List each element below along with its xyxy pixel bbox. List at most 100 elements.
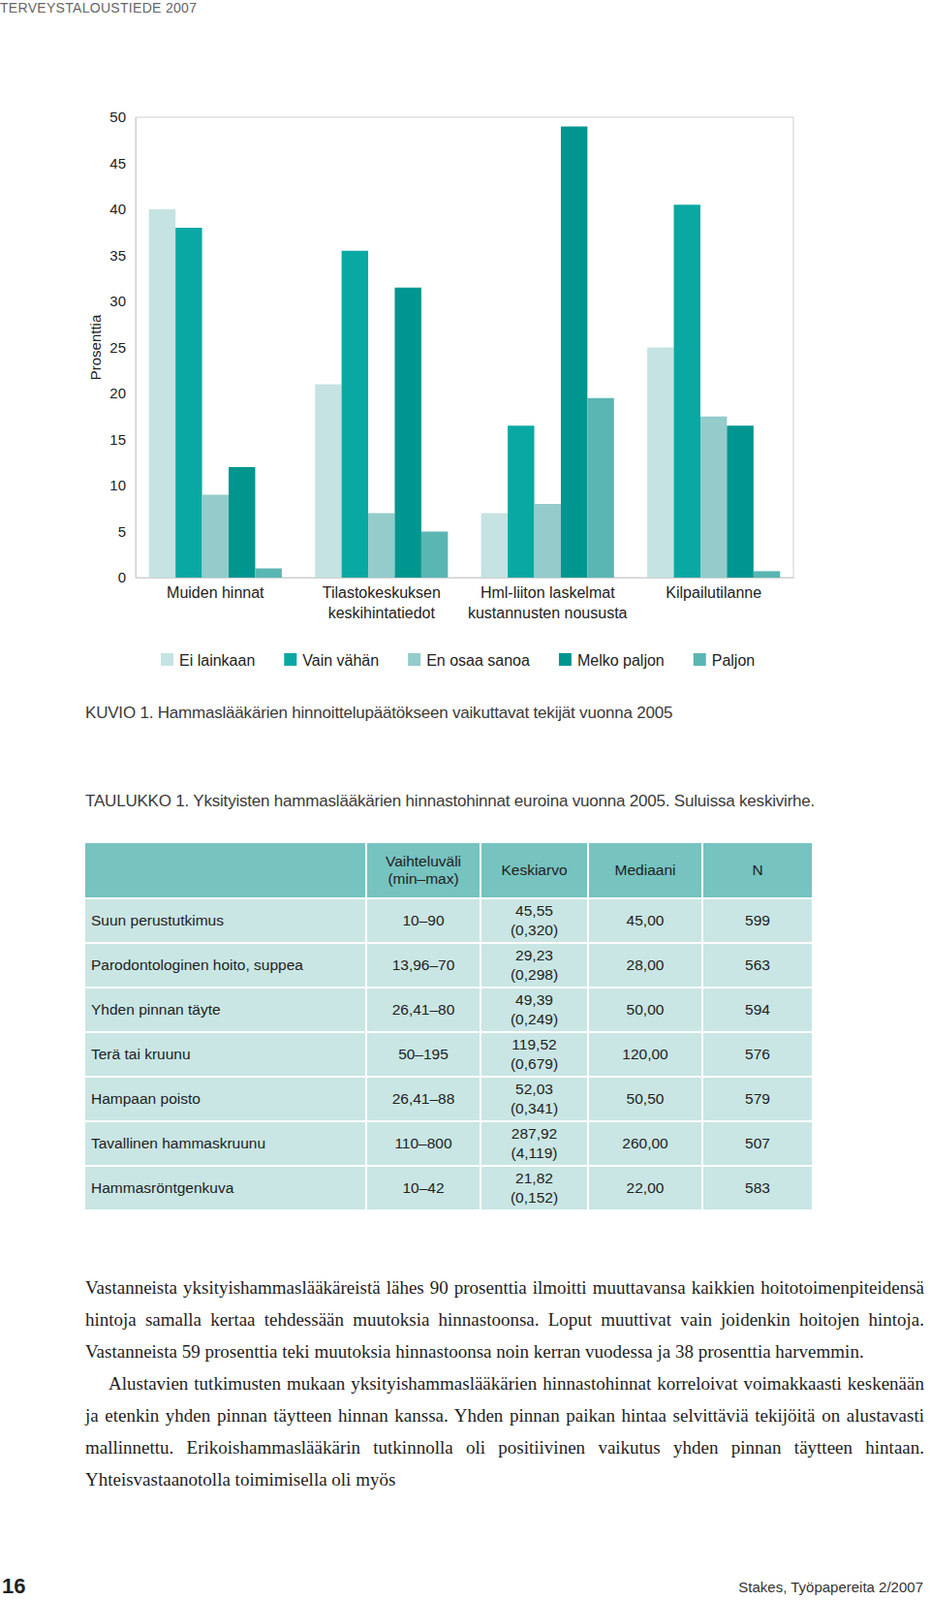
- bar: [700, 416, 727, 578]
- mean: 49,39: [515, 991, 554, 1008]
- legend-label: En osaa sanoa: [426, 651, 530, 669]
- standard-error: (0,298): [510, 965, 558, 983]
- table-cell: 576: [702, 1031, 813, 1077]
- bar: [507, 425, 534, 578]
- page-number: 16: [1, 1573, 26, 1599]
- standard-error: (0,249): [510, 1010, 558, 1027]
- bar: [394, 287, 421, 578]
- mean: 119,52: [511, 1035, 557, 1053]
- bar: [587, 398, 614, 578]
- table-cell: 49,39 (0,249): [480, 987, 589, 1032]
- y-tick: 50: [109, 108, 136, 125]
- table-cell: 50,50: [588, 1076, 703, 1121]
- paragraph: Vastanneista yksityishammaslääkäreistä l…: [85, 1271, 925, 1367]
- table-row: Suun perustutkimus10–9045,55(0,320)45,00…: [84, 898, 813, 943]
- table-cell: 563: [702, 942, 813, 988]
- y-tick-label: 0: [118, 568, 126, 586]
- x-tick-label: Tilastokeskuksenkeskihintatiedot: [322, 584, 441, 621]
- table-cell: Tavallinen hammaskruunu: [84, 1120, 367, 1166]
- table-row: Terä tai kruunu50–195119,52(0,679)120,00…: [84, 1031, 813, 1077]
- bar: [534, 503, 561, 578]
- x-tick-label: Muiden hinnat: [166, 584, 265, 601]
- standard-error: (0,679): [510, 1054, 558, 1072]
- table-row: Parodontologinen hoito, suppea13,96–7029…: [84, 942, 813, 988]
- table-cell: Terä tai kruunu: [84, 1031, 367, 1077]
- table-header-cell: [84, 841, 367, 899]
- bar: [368, 513, 395, 579]
- table-cell: 599: [702, 898, 813, 943]
- y-tick-label: 10: [109, 476, 126, 494]
- table-cell: 21,82(0,152): [480, 1165, 589, 1210]
- table-cell: Parodontologinen hoito, suppea: [84, 942, 367, 988]
- x-tick-label: Hml-liiton laskelmatkustannusten nousust…: [467, 584, 628, 621]
- bar: [341, 250, 369, 578]
- legend-label: Melko paljon: [577, 651, 665, 669]
- x-tick-label: Kilpailutilanne: [665, 584, 762, 601]
- bar: [753, 570, 780, 578]
- table-header-cell: Keskiarvo: [480, 841, 589, 899]
- table-cell: 45,55 (0,320): [480, 898, 589, 943]
- table-header-cell: Mediaani: [588, 841, 703, 899]
- table-cell: 583: [702, 1165, 813, 1210]
- y-tick: 40: [109, 200, 136, 217]
- legend-swatch: [160, 652, 174, 666]
- standard-error: (0,320): [510, 921, 558, 938]
- y-tick-label: 30: [109, 292, 126, 310]
- bar: [674, 204, 701, 578]
- y-tick: 20: [109, 384, 136, 402]
- table-cell: 119,52(0,679): [480, 1031, 589, 1077]
- y-axis-line: [135, 118, 137, 579]
- legend-label: Ei lainkaan: [179, 651, 255, 669]
- bar: [228, 466, 255, 578]
- y-tick-label: 20: [109, 384, 126, 402]
- x-tick: Tilastokeskuksenkeskihintatiedot: [322, 577, 441, 621]
- standard-error: (4,119): [511, 1144, 558, 1161]
- table: Vaihteluväli(min–max)KeskiarvoMediaaniNS…: [83, 840, 814, 1211]
- table-cell: 26,41–80: [366, 987, 481, 1032]
- bar: [202, 495, 229, 579]
- y-tick: 10: [109, 476, 136, 494]
- x-tick: Kilpailutilanne: [665, 577, 762, 601]
- legend-swatch: [283, 652, 297, 666]
- table-cell: 13,96–70: [366, 942, 481, 988]
- legend-item: Ei lainkaan: [160, 651, 255, 669]
- x-tick: Hml-liiton laskelmatkustannusten nousust…: [467, 577, 628, 621]
- bar: [314, 384, 341, 579]
- table-cell: 28,00: [588, 942, 703, 988]
- y-tick-label: 50: [109, 108, 126, 125]
- bar: [560, 126, 588, 579]
- y-tick-label: 40: [109, 200, 126, 217]
- plot-frame: [135, 117, 794, 578]
- chart: 05101520253035404550ProsenttiaMuiden hin…: [0, 0, 930, 688]
- table-cell: 110–800: [366, 1120, 481, 1166]
- legend: Ei lainkaan Vain vähän En osaa sanoa Melko …: [160, 651, 755, 669]
- table-cell: 22,00: [588, 1165, 703, 1210]
- bar: [421, 531, 448, 579]
- x-axis: Muiden hinnat Tilastokeskuksenkeskihintat…: [136, 577, 795, 621]
- legend-item: Vain vähän: [283, 651, 379, 669]
- legend-label: Vain vähän: [302, 651, 379, 669]
- table-caption: TAULUKKO 1. Yksityisten hammaslääkärien …: [85, 791, 815, 811]
- table-cell: 579: [702, 1076, 813, 1121]
- y-tick-label: 15: [109, 431, 126, 448]
- footer-source: Stakes, Työpapereita 2/2007: [738, 1578, 924, 1595]
- bar: [149, 209, 176, 578]
- table-cell: 26,41–88: [366, 1076, 481, 1121]
- legend-item: Paljon: [693, 651, 755, 669]
- table-cell: 10–42: [366, 1165, 481, 1210]
- running-header: TERVEYSTALOUSTIEDE 2007: [0, 0, 197, 16]
- bars: [149, 126, 781, 579]
- mean: 45,55: [515, 901, 554, 919]
- page: TERVEYSTALOUSTIEDE 200705101520253035404…: [0, 0, 930, 1600]
- table-cell: 10–90: [366, 898, 481, 943]
- table-row: Tavallinen hammaskruunu110–800287,92(4,1…: [84, 1120, 813, 1166]
- bar: [254, 568, 281, 579]
- legend-swatch: [558, 652, 572, 666]
- y-tick: 35: [109, 247, 136, 264]
- y-axis: 05101520253035404550: [109, 108, 136, 586]
- table-cell: 120,00: [588, 1031, 703, 1077]
- table-header-cell: Vaihteluväli(min–max): [366, 841, 481, 899]
- legend-item: Melko paljon: [558, 651, 665, 669]
- y-tick: 0: [118, 568, 136, 586]
- y-axis-title: Prosenttia: [87, 313, 104, 380]
